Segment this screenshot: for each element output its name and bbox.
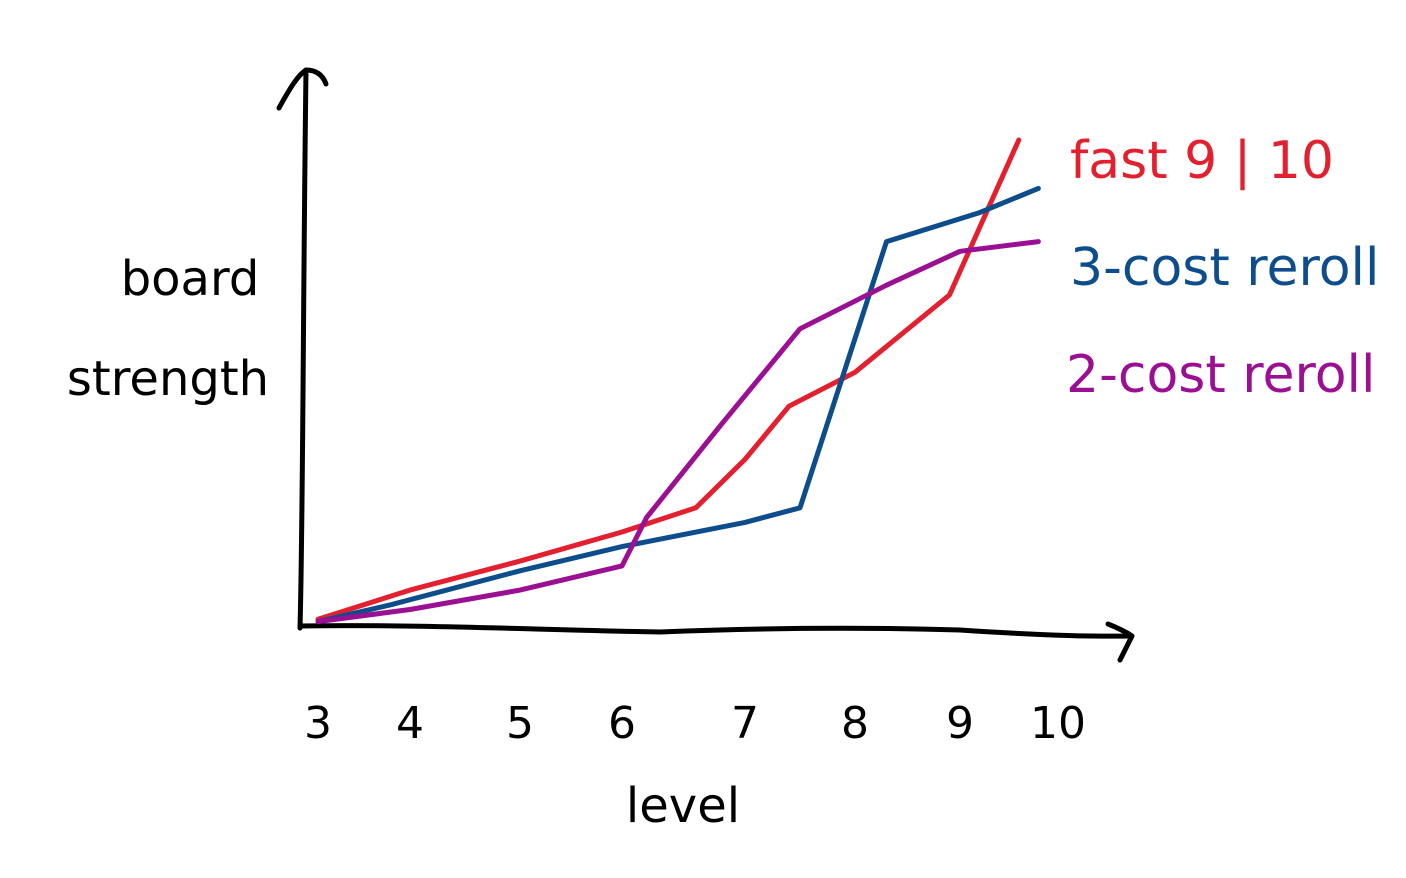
x-tick-label-8: 8 <box>841 698 869 749</box>
y-axis <box>297 67 309 631</box>
x-tick-label-7: 7 <box>731 698 759 749</box>
series-line-3 <box>315 239 1041 625</box>
x-axis-arrow <box>1105 621 1135 663</box>
x-tick-labels: 3 4 5 6 7 8 9 10 <box>304 698 1086 749</box>
x-tick-label-6: 6 <box>608 698 636 749</box>
series-line-1 <box>315 137 1022 622</box>
series-lines <box>315 137 1041 625</box>
x-tick-label-5: 5 <box>506 698 534 749</box>
legend-label-3: 2-cost reroll <box>1066 345 1375 405</box>
x-axis <box>297 623 1133 639</box>
y-axis-arrow <box>276 67 329 111</box>
legend-label-2: 3-cost reroll <box>1070 238 1379 298</box>
legend-label-1: fast 9 | 10 <box>1070 131 1334 191</box>
x-axis-title: level <box>626 778 740 834</box>
legend: fast 9 | 10 3-cost reroll 2-cost reroll <box>1066 131 1379 405</box>
x-tick-label-3: 3 <box>304 698 332 749</box>
y-axis-title-line-1: board <box>121 251 260 307</box>
x-tick-label-9: 9 <box>946 698 974 749</box>
x-tick-label-4: 4 <box>396 698 424 749</box>
x-tick-label-10: 10 <box>1030 698 1086 749</box>
series-line-2 <box>315 185 1041 625</box>
y-axis-title-line-2: strength <box>67 351 269 407</box>
